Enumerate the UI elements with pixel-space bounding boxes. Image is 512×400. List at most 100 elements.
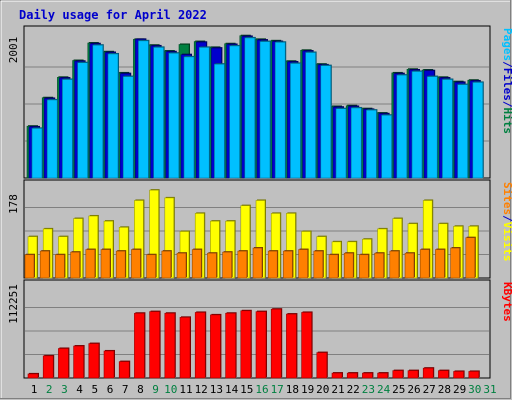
bar-pages	[396, 74, 408, 179]
bar-kbytes	[225, 312, 236, 379]
bar-kbytes	[179, 317, 191, 379]
bar-kbytes	[331, 372, 343, 379]
bar-sites	[435, 249, 445, 279]
legend-entry: Pages	[501, 28, 512, 61]
axis-max-label: 112251	[7, 284, 20, 324]
bar-kbytes	[255, 311, 267, 379]
day-label: 2	[46, 383, 53, 396]
day-label: 29	[453, 383, 466, 396]
day-label: 24	[377, 383, 391, 396]
bar-pages	[168, 52, 180, 179]
bar-pages	[198, 47, 210, 179]
bar-kbytes	[27, 373, 39, 379]
bar-kbytes	[468, 371, 480, 379]
bar-pages	[122, 76, 134, 179]
bar-sites	[298, 249, 308, 279]
day-label: 18	[286, 383, 299, 396]
bar-kbytes	[377, 372, 388, 379]
bar-pages	[107, 53, 119, 179]
bar-sites	[450, 247, 460, 279]
bar-pages	[259, 41, 271, 179]
bar-sites	[404, 252, 415, 279]
bar-pages	[320, 65, 332, 179]
bar-kbytes	[453, 371, 464, 379]
bar-kbytes	[362, 372, 373, 379]
bar-kbytes	[194, 312, 206, 379]
bar-pages	[335, 108, 347, 179]
bar-sites	[85, 249, 96, 279]
bar-sites	[146, 254, 156, 279]
bar-sites	[161, 250, 172, 279]
axis-max-label: 2001	[7, 37, 20, 64]
bar-sites	[374, 252, 384, 279]
bar-kbytes	[270, 308, 282, 379]
bar-pages	[426, 76, 438, 179]
axis-max-label: 178	[7, 194, 20, 214]
day-label: 5	[91, 383, 98, 396]
bar-kbytes	[346, 372, 358, 379]
bar-pages	[77, 62, 88, 179]
bar-pages	[229, 45, 240, 179]
bar-kbytes	[134, 312, 145, 379]
bar-kbytes	[210, 314, 221, 379]
day-label: 28	[438, 383, 451, 396]
legend-entry: Hits	[501, 108, 512, 135]
legend-entry: /	[501, 215, 512, 222]
bar-pages	[290, 63, 301, 179]
day-label: 13	[210, 383, 223, 396]
panel-legend: KBytes	[501, 282, 512, 322]
panel-kbytes: 112251 KBytes	[7, 279, 512, 379]
bar-sites	[115, 250, 126, 279]
bar-pages	[366, 109, 377, 179]
bar-kbytes	[301, 312, 312, 379]
bar-sites	[100, 249, 111, 279]
panel-legend: Pages/Files/Hits	[501, 28, 512, 134]
bar-kbytes	[240, 310, 252, 379]
day-label: 23	[362, 383, 375, 396]
bar-pages	[92, 44, 104, 179]
bar-pages	[442, 79, 453, 179]
bar-pages	[153, 47, 164, 179]
legend-entry: /	[501, 101, 512, 108]
day-label: 17	[271, 383, 284, 396]
day-label: 12	[195, 383, 208, 396]
bar-pages	[305, 52, 316, 179]
chart-panels: 2001Pages/Files/Hits178Sites/Visits11225…	[7, 25, 512, 379]
bar-pages	[138, 40, 149, 179]
bar-kbytes	[407, 370, 419, 379]
bar-sites	[70, 251, 80, 279]
day-label: 19	[301, 383, 314, 396]
day-label: 3	[61, 383, 68, 396]
bar-kbytes	[286, 313, 297, 379]
bar-pages	[274, 41, 286, 179]
legend-entry: Files	[501, 68, 512, 101]
bar-sites	[267, 250, 278, 279]
panel-visits-sites: 178 Sites/Visits	[7, 179, 512, 279]
bar-sites	[465, 237, 476, 279]
bar-sites	[343, 252, 354, 279]
bar-sites	[207, 252, 217, 279]
bar-sites	[24, 254, 35, 279]
legend-entry: Sites	[501, 182, 512, 215]
legend-entry: /	[501, 61, 512, 68]
bar-pages	[214, 63, 225, 179]
day-label: 14	[225, 383, 239, 396]
bar-sites	[176, 252, 187, 279]
bar-kbytes	[118, 361, 130, 379]
bar-pages	[244, 37, 256, 179]
bar-kbytes	[316, 352, 328, 379]
day-label: 21	[331, 383, 344, 396]
day-label: 30	[468, 383, 481, 396]
day-label: 22	[347, 383, 360, 396]
bar-sites	[222, 251, 232, 279]
day-label: 15	[240, 383, 253, 396]
day-label: 27	[423, 383, 436, 396]
bar-kbytes	[149, 311, 160, 379]
bar-pages	[31, 128, 43, 179]
day-label: 20	[316, 383, 329, 396]
bar-kbytes	[103, 350, 115, 379]
bar-kbytes	[438, 370, 449, 379]
day-label: 4	[76, 383, 83, 396]
bar-pages	[62, 79, 73, 179]
bar-sites	[191, 249, 202, 279]
